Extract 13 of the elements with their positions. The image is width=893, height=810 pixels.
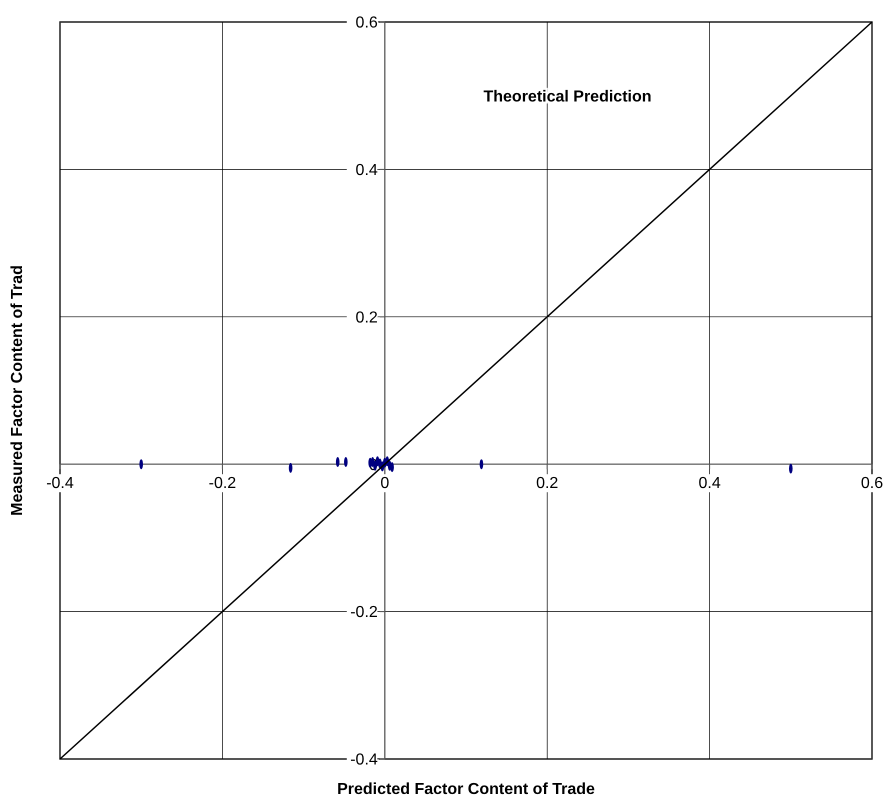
x-tick-label: -0.4 [46,475,74,492]
y-tick-label: -0.2 [350,604,378,622]
x-tick-label: 0 [380,475,390,492]
x-tick-label: 0.4 [698,475,721,492]
y-tick-label: 0.4 [356,162,378,179]
y-tick-label: 0.2 [356,309,378,326]
y-tick-label: 0.6 [356,14,378,32]
x-tick-label: 0.2 [536,475,558,492]
y-tick-label: -0.4 [350,752,378,769]
x-axis-title: Predicted Factor Content of Trade [337,781,596,798]
y-axis-title: Measured Factor Content of Trad [9,265,26,516]
x-tick-label: 0.6 [860,475,884,492]
x-tick-label: -0.2 [208,475,236,492]
